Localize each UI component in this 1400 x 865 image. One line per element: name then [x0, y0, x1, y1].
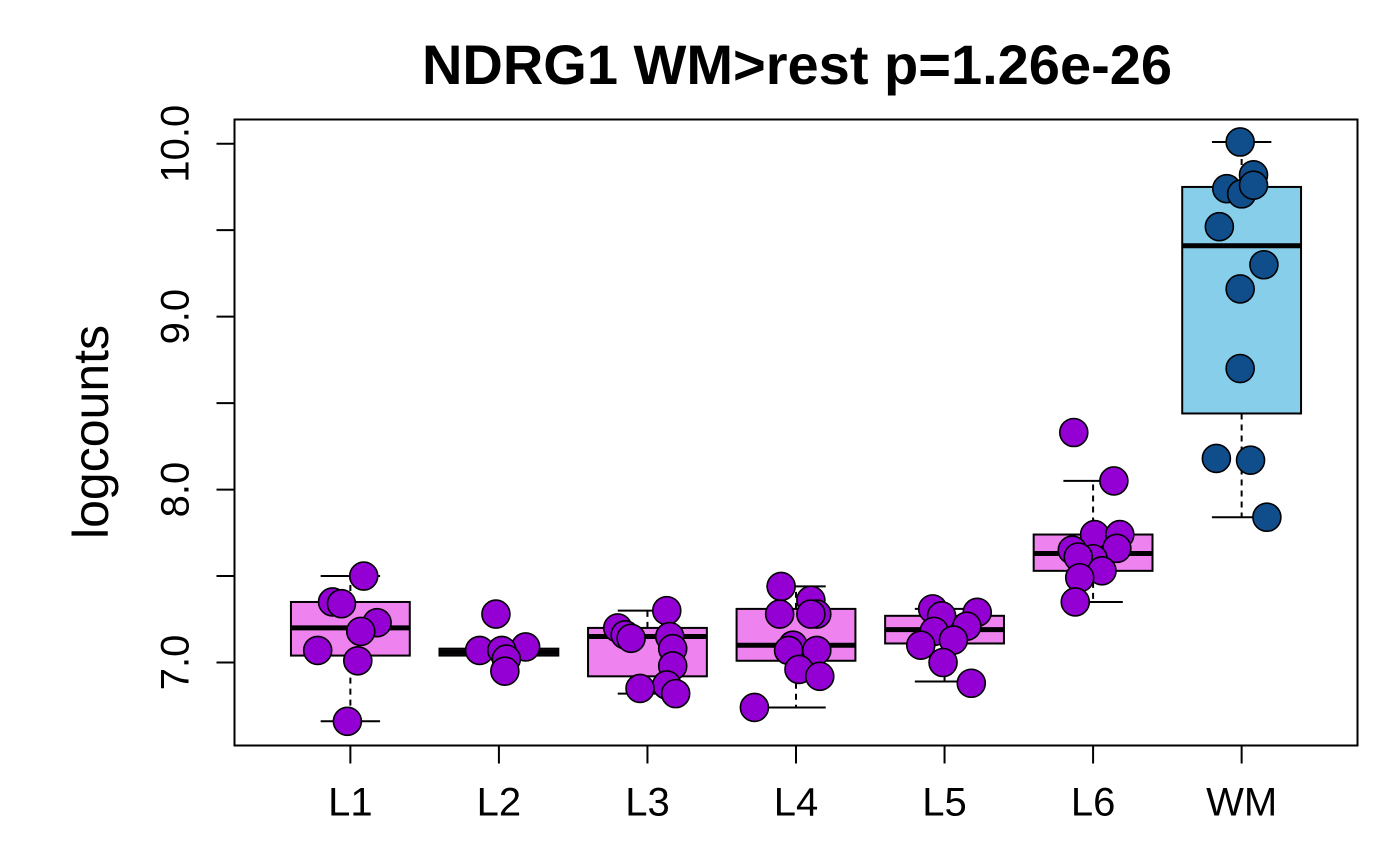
data-point-wm-10 [1201, 443, 1232, 474]
x-tick-label-l5: L5 [922, 781, 967, 825]
data-point-l5-7 [905, 630, 936, 661]
x-tick-label-l6: L6 [1071, 781, 1116, 825]
data-point-wm-5 [1238, 170, 1269, 201]
data-point-l6-10 [1064, 562, 1095, 593]
x-tick-label-l1: L1 [328, 781, 373, 825]
y-tick-label-10.0: 10.0 [154, 105, 198, 183]
axes-layer: 7.0 8.0 9.0 10.0 L1 L2 L3 L4 L5 L6 WM [154, 105, 1278, 825]
data-point-wm-11 [1235, 445, 1266, 475]
points-l1 [302, 561, 392, 737]
x-tick-label-l2: L2 [477, 781, 522, 825]
data-point-l4-3 [764, 599, 795, 629]
data-point-l6-2 [1099, 466, 1129, 496]
data-point-wm-9 [1225, 353, 1255, 384]
points-wm [1201, 127, 1282, 533]
data-point-l6-11 [1060, 587, 1091, 617]
data-point-l4-1 [766, 571, 796, 602]
y-tick-label-8.0: 8.0 [154, 462, 198, 518]
data-point-wm-7 [1249, 249, 1279, 280]
x-tick-label-wm: WM [1206, 781, 1277, 825]
points-l3 [602, 595, 691, 709]
data-point-l5-9 [956, 668, 987, 699]
points-l2 [464, 599, 541, 686]
data-point-wm-8 [1225, 274, 1255, 304]
data-point-l4-10 [804, 661, 835, 692]
plot-frame [233, 118, 1359, 747]
data-point-l1-8 [332, 706, 363, 737]
x-tick-label-l3: L3 [625, 781, 670, 825]
x-tick-label-l4: L4 [774, 781, 819, 825]
data-point-l6-1 [1058, 417, 1089, 448]
data-point-l1-5 [345, 616, 376, 647]
y-axis-label: logcounts [63, 325, 119, 539]
chart-title: NDRG1 WM>rest p=1.26e-26 [422, 33, 1172, 96]
data-point-l1-3 [348, 561, 379, 591]
data-point-l3-3 [616, 623, 646, 654]
points-layer [302, 127, 1282, 737]
y-tick-label-7.0: 7.0 [154, 635, 198, 691]
data-point-l3-4 [651, 595, 682, 626]
data-point-wm-6 [1204, 211, 1235, 242]
points-l4 [739, 571, 835, 723]
points-l5 [905, 594, 993, 699]
data-point-wm-1 [1225, 127, 1255, 157]
data-point-l1-2 [326, 588, 357, 619]
data-point-l2-1 [481, 599, 511, 629]
data-point-wm-12 [1252, 502, 1282, 533]
data-point-l2-6 [490, 656, 520, 686]
points-l6 [1057, 417, 1135, 617]
data-point-l4-5 [796, 599, 826, 629]
data-point-l1-6 [302, 635, 333, 666]
data-point-l3-10 [660, 678, 691, 709]
data-point-l3-9 [625, 673, 655, 704]
data-point-l1-7 [342, 645, 373, 676]
data-point-l4-11 [739, 692, 770, 723]
y-tick-label-9.0: 9.0 [154, 289, 198, 345]
data-point-l5-8 [928, 647, 958, 678]
